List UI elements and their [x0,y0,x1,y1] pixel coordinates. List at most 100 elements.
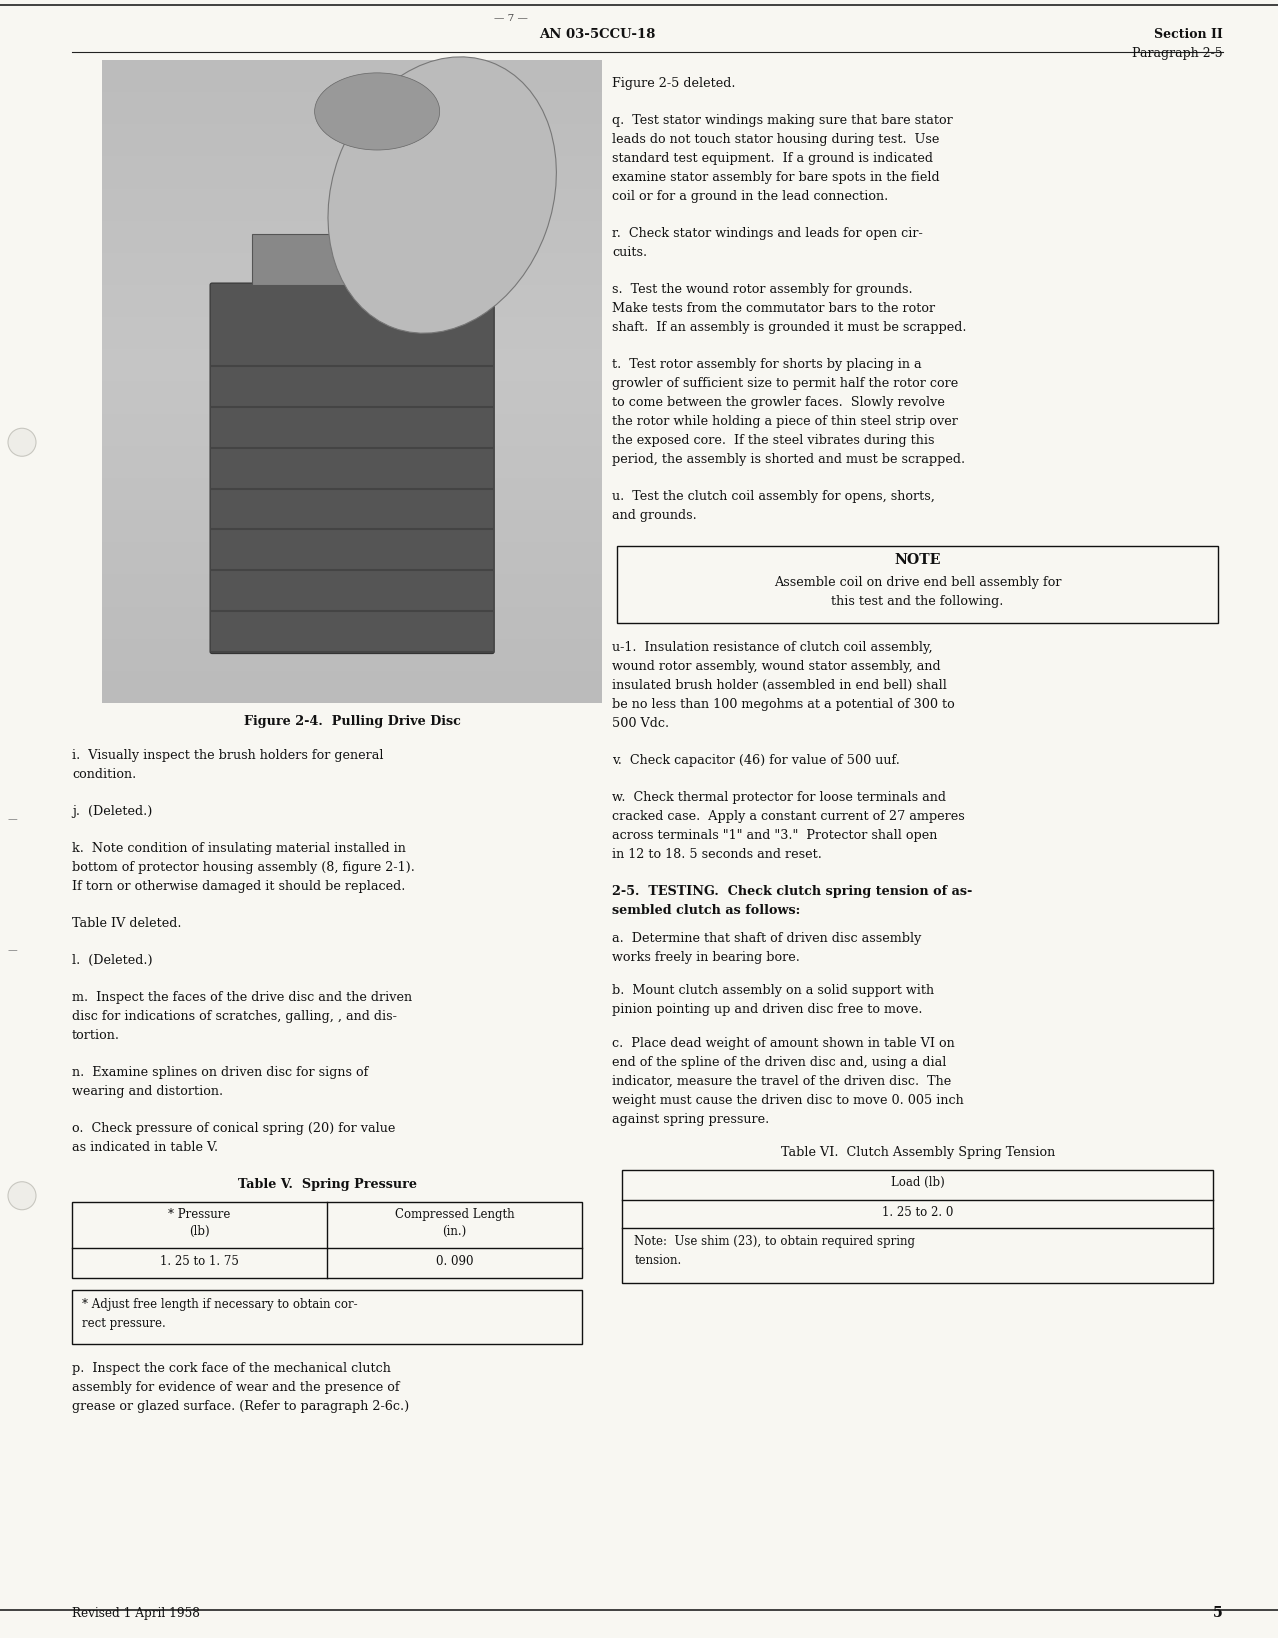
Text: Assemble coil on drive end bell assembly for: Assemble coil on drive end bell assembly… [774,577,1062,590]
Text: — 7 —: — 7 — [495,15,528,23]
Bar [622,1170,1213,1283]
Ellipse shape [314,72,440,151]
Text: 0. 090: 0. 090 [436,1255,473,1268]
Text: Load (lb): Load (lb) [891,1176,944,1189]
Bar [102,157,602,188]
Bar [102,61,602,92]
Text: t.  Test rotor assembly for shorts by placing in a: t. Test rotor assembly for shorts by pla… [612,359,921,370]
Circle shape [8,428,36,457]
Text: —: — [8,945,17,955]
Text: cracked case.  Apply a constant current of 27 amperes: cracked case. Apply a constant current o… [612,811,965,824]
Text: Table VI.  Clutch Assembly Spring Tension: Table VI. Clutch Assembly Spring Tension [781,1147,1054,1160]
Text: r.  Check stator windings and leads for open cir-: r. Check stator windings and leads for o… [612,228,923,241]
Text: (lb): (lb) [189,1225,210,1238]
Bar [617,545,1218,622]
Bar [72,1202,583,1278]
Bar [102,672,602,703]
Text: l.  (Deleted.): l. (Deleted.) [72,953,152,966]
Text: AN 03-5CCU-18: AN 03-5CCU-18 [539,28,656,41]
Text: growler of sufficient size to permit half the rotor core: growler of sufficient size to permit hal… [612,377,958,390]
Text: Table V.  Spring Pressure: Table V. Spring Pressure [238,1178,417,1191]
Text: 1. 25 to 2. 0: 1. 25 to 2. 0 [882,1206,953,1219]
Text: be no less than 100 megohms at a potential of 300 to: be no less than 100 megohms at a potenti… [612,698,955,711]
Text: Section II: Section II [1154,28,1223,41]
Text: in 12 to 18. 5 seconds and reset.: in 12 to 18. 5 seconds and reset. [612,848,822,862]
Text: insulated brush holder (assembled in end bell) shall: insulated brush holder (assembled in end… [612,680,947,693]
Text: grease or glazed surface. (Refer to paragraph 2-6c.): grease or glazed surface. (Refer to para… [72,1400,409,1414]
Text: Paragraph 2-5: Paragraph 2-5 [1132,48,1223,61]
Bar [102,252,602,285]
Bar [102,285,602,318]
Bar [102,61,602,703]
Text: as indicated in table V.: as indicated in table V. [72,1142,219,1155]
Text: b.  Mount clutch assembly on a solid support with: b. Mount clutch assembly on a solid supp… [612,984,934,998]
Bar [102,382,602,414]
Text: the exposed core.  If the steel vibrates during this: the exposed core. If the steel vibrates … [612,434,934,447]
Text: a.  Determine that shaft of driven disc assembly: a. Determine that shaft of driven disc a… [612,932,921,945]
Text: 500 Vdc.: 500 Vdc. [612,717,670,731]
Text: Make tests from the commutator bars to the rotor: Make tests from the commutator bars to t… [612,301,935,314]
Text: shaft.  If an assembly is grounded it must be scrapped.: shaft. If an assembly is grounded it mus… [612,321,966,334]
FancyBboxPatch shape [210,283,495,654]
Bar [102,606,602,639]
Text: sembled clutch as follows:: sembled clutch as follows: [612,904,800,917]
Text: condition.: condition. [72,768,137,781]
Text: examine stator assembly for bare spots in the field: examine stator assembly for bare spots i… [612,170,939,183]
Bar [102,124,602,157]
Bar [72,1291,583,1345]
Text: period, the assembly is shorted and must be scrapped.: period, the assembly is shorted and must… [612,454,965,465]
Text: i.  Visually inspect the brush holders for general: i. Visually inspect the brush holders fo… [72,749,383,762]
Text: NOTE: NOTE [895,554,941,567]
Text: Figure 2-5 deleted.: Figure 2-5 deleted. [612,77,736,90]
Text: disc for indications of scratches, galling, , and dis-: disc for indications of scratches, galli… [72,1011,397,1024]
Text: q.  Test stator windings making sure that bare stator: q. Test stator windings making sure that… [612,115,953,128]
Text: to come between the growler faces.  Slowly revolve: to come between the growler faces. Slowl… [612,396,946,410]
Text: bottom of protector housing assembly (8, figure 2-1).: bottom of protector housing assembly (8,… [72,862,415,875]
Text: Revised 1 April 1958: Revised 1 April 1958 [72,1607,199,1620]
Bar [102,509,602,542]
Bar [102,92,602,124]
Text: the rotor while holding a piece of thin steel strip over: the rotor while holding a piece of thin … [612,414,958,428]
Text: * Adjust free length if necessary to obtain cor-: * Adjust free length if necessary to obt… [82,1297,358,1310]
Bar [102,542,602,575]
Text: o.  Check pressure of conical spring (20) for value: o. Check pressure of conical spring (20)… [72,1122,395,1135]
Text: Table IV deleted.: Table IV deleted. [72,917,181,930]
Text: Note:  Use shim (23), to obtain required spring: Note: Use shim (23), to obtain required … [634,1235,915,1248]
Bar [348,92,357,234]
Text: across terminals "1" and "3."  Protector shall open: across terminals "1" and "3." Protector … [612,829,938,842]
Text: leads do not touch stator housing during test.  Use: leads do not touch stator housing during… [612,133,939,146]
Text: against spring pressure.: against spring pressure. [612,1112,769,1125]
Text: standard test equipment.  If a ground is indicated: standard test equipment. If a ground is … [612,152,933,165]
Bar [102,188,602,221]
Text: rect pressure.: rect pressure. [82,1317,166,1330]
Bar [102,478,602,509]
Text: u-1.  Insulation resistance of clutch coil assembly,: u-1. Insulation resistance of clutch coi… [612,640,933,654]
Text: v.  Check capacitor (46) for value of 500 uuf.: v. Check capacitor (46) for value of 500… [612,753,900,767]
Text: s.  Test the wound rotor assembly for grounds.: s. Test the wound rotor assembly for gro… [612,283,912,296]
Text: Compressed Length: Compressed Length [395,1207,515,1220]
Text: and grounds.: and grounds. [612,509,697,523]
Text: n.  Examine splines on driven disc for signs of: n. Examine splines on driven disc for si… [72,1066,368,1079]
Text: assembly for evidence of wear and the presence of: assembly for evidence of wear and the pr… [72,1381,400,1394]
Ellipse shape [328,57,556,333]
Text: end of the spline of the driven disc and, using a dial: end of the spline of the driven disc and… [612,1057,947,1070]
Bar [252,234,452,285]
Bar [102,414,602,446]
Text: w.  Check thermal protector for loose terminals and: w. Check thermal protector for loose ter… [612,791,946,804]
Text: tension.: tension. [634,1255,681,1268]
Text: works freely in bearing bore.: works freely in bearing bore. [612,952,800,965]
Text: u.  Test the clutch coil assembly for opens, shorts,: u. Test the clutch coil assembly for ope… [612,490,935,503]
Bar [102,318,602,349]
Text: c.  Place dead weight of amount shown in table VI on: c. Place dead weight of amount shown in … [612,1037,955,1050]
Text: cuits.: cuits. [612,246,648,259]
Text: coil or for a ground in the lead connection.: coil or for a ground in the lead connect… [612,190,888,203]
Text: indicator, measure the travel of the driven disc.  The: indicator, measure the travel of the dri… [612,1075,952,1088]
Text: tortion.: tortion. [72,1029,120,1042]
Text: Figure 2-4.  Pulling Drive Disc: Figure 2-4. Pulling Drive Disc [244,716,460,727]
Text: p.  Inspect the cork face of the mechanical clutch: p. Inspect the cork face of the mechanic… [72,1363,391,1374]
Bar [102,639,602,672]
Text: 5: 5 [1213,1605,1223,1620]
Bar [102,349,602,382]
Text: * Pressure: * Pressure [169,1207,231,1220]
Bar [102,575,602,606]
